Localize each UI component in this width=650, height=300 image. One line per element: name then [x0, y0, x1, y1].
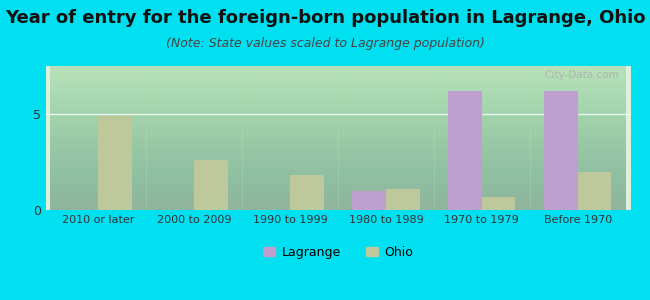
Bar	[482, 196, 515, 210]
Text: City-Data.com: City-Data.com	[544, 70, 619, 80]
Bar	[290, 176, 324, 210]
Bar	[578, 172, 611, 210]
Bar	[98, 116, 132, 210]
Text: (Note: State values scaled to Lagrange population): (Note: State values scaled to Lagrange p…	[166, 38, 484, 50]
Text: Year of entry for the foreign-born population in Lagrange, Ohio: Year of entry for the foreign-born popul…	[5, 9, 645, 27]
Bar	[544, 91, 578, 210]
Legend: Lagrange, Ohio: Lagrange, Ohio	[257, 241, 419, 264]
Bar	[386, 189, 419, 210]
Bar	[448, 91, 482, 210]
Bar	[352, 191, 386, 210]
Bar	[194, 160, 228, 210]
